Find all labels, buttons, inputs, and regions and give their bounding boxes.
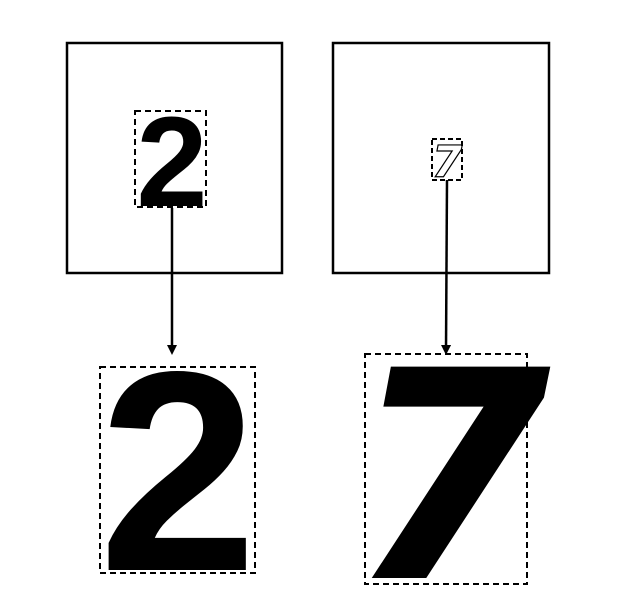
right-source-bbox — [431, 138, 463, 181]
left-scaled-digit: 2 — [99, 313, 258, 609]
left-source-bbox — [134, 110, 207, 208]
right-source-frame — [331, 41, 551, 275]
right-arrow — [441, 179, 452, 355]
right-scaled-bbox — [364, 353, 528, 585]
right-scaled-digit: 7 — [349, 310, 553, 609]
right-source-digit: 7 — [432, 137, 463, 188]
left-source-frame — [65, 41, 284, 275]
